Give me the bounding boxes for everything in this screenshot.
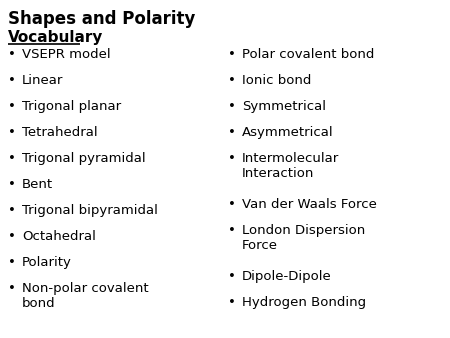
- Text: Intermolecular
Interaction: Intermolecular Interaction: [242, 152, 339, 180]
- Text: Shapes and Polarity: Shapes and Polarity: [8, 10, 195, 28]
- Text: •: •: [228, 152, 236, 165]
- Text: Tetrahedral: Tetrahedral: [22, 126, 98, 139]
- Text: Linear: Linear: [22, 74, 63, 87]
- Text: Vocabulary: Vocabulary: [8, 30, 104, 45]
- Text: •: •: [228, 74, 236, 87]
- Text: Trigonal planar: Trigonal planar: [22, 100, 121, 113]
- Text: •: •: [228, 198, 236, 211]
- Text: •: •: [228, 126, 236, 139]
- Text: •: •: [8, 74, 16, 87]
- Text: Bent: Bent: [22, 178, 53, 191]
- Text: Symmetrical: Symmetrical: [242, 100, 326, 113]
- Text: •: •: [8, 230, 16, 243]
- Text: •: •: [8, 178, 16, 191]
- Text: Dipole-Dipole: Dipole-Dipole: [242, 270, 332, 283]
- Text: •: •: [8, 152, 16, 165]
- Text: •: •: [228, 100, 236, 113]
- Text: •: •: [228, 224, 236, 237]
- Text: Non-polar covalent
bond: Non-polar covalent bond: [22, 282, 149, 310]
- Text: Trigonal bipyramidal: Trigonal bipyramidal: [22, 204, 158, 217]
- Text: Hydrogen Bonding: Hydrogen Bonding: [242, 296, 366, 309]
- Text: •: •: [8, 126, 16, 139]
- Text: Asymmetrical: Asymmetrical: [242, 126, 333, 139]
- Text: Van der Waals Force: Van der Waals Force: [242, 198, 377, 211]
- Text: •: •: [8, 48, 16, 61]
- Text: •: •: [8, 282, 16, 295]
- Text: Polar covalent bond: Polar covalent bond: [242, 48, 374, 61]
- Text: Octahedral: Octahedral: [22, 230, 96, 243]
- Text: •: •: [8, 256, 16, 269]
- Text: VSEPR model: VSEPR model: [22, 48, 111, 61]
- Text: Trigonal pyramidal: Trigonal pyramidal: [22, 152, 146, 165]
- Text: •: •: [8, 100, 16, 113]
- Text: London Dispersion
Force: London Dispersion Force: [242, 224, 365, 252]
- Text: Polarity: Polarity: [22, 256, 72, 269]
- Text: Ionic bond: Ionic bond: [242, 74, 311, 87]
- Text: •: •: [228, 48, 236, 61]
- Text: •: •: [228, 270, 236, 283]
- Text: •: •: [228, 296, 236, 309]
- Text: •: •: [8, 204, 16, 217]
